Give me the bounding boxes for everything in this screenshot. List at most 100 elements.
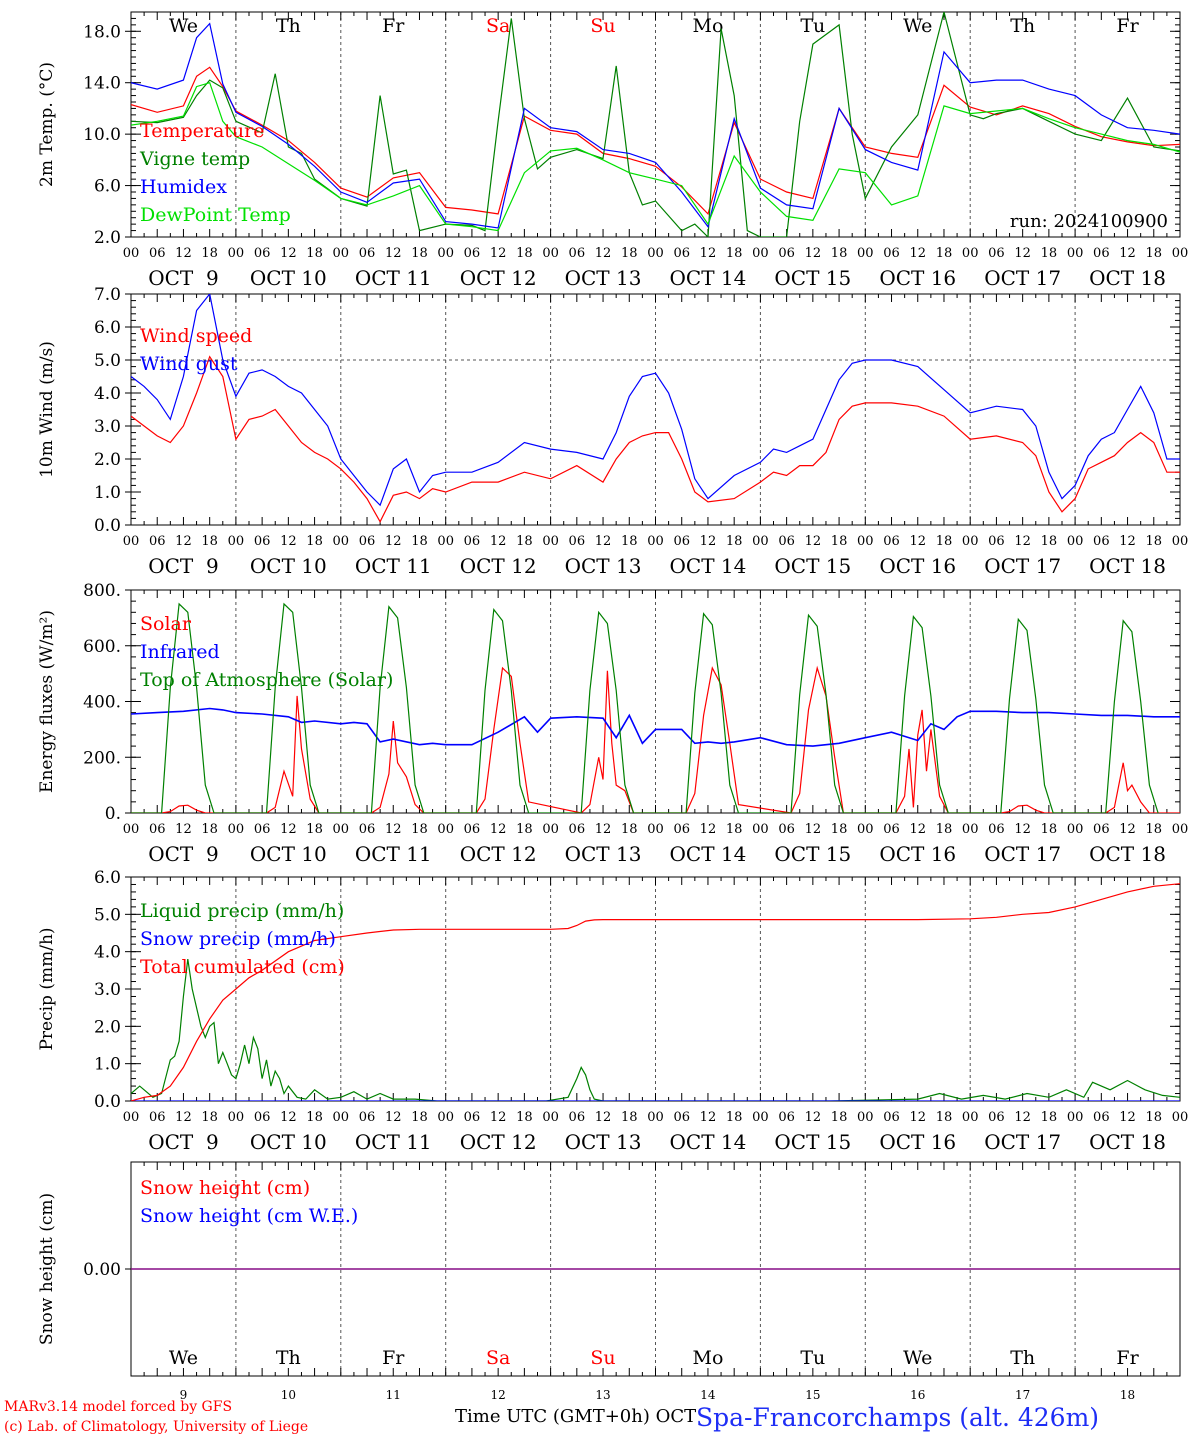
hour-tick-label: 00 (228, 1110, 245, 1125)
wind-panel: 0.0 1.0 2.0 3.0 4.0 5.0 6.0 7.0 10m Wind (m/s) 00… (37, 285, 1188, 578)
hour-tick-label: 00 (437, 534, 454, 549)
day-name-label: Sa (486, 1347, 510, 1369)
hour-tick-label: 12 (1119, 1110, 1136, 1125)
hour-tick-label: 06 (778, 246, 795, 261)
hour-tick-label: 06 (569, 534, 586, 549)
hour-tick-label: 00 (1067, 534, 1084, 549)
hour-tick-label: 18 (1146, 822, 1163, 837)
hour-tick-label: 00 (542, 534, 559, 549)
hour-tick-label: 06 (149, 246, 166, 261)
day-name-label: Fr (382, 1347, 405, 1369)
hour-tick-label: 18 (831, 534, 848, 549)
y-tick-label: 0. (105, 804, 121, 824)
hour-tick-label: 00 (542, 822, 559, 837)
date-label: OCT 11 (355, 1130, 432, 1154)
hour-tick-label: 18 (831, 822, 848, 837)
hour-tick-label: 00 (437, 246, 454, 261)
hour-tick-label: 12 (175, 822, 192, 837)
hour-tick-label: 00 (752, 1110, 769, 1125)
hour-tick-label: 12 (175, 1110, 192, 1125)
date-label: OCT 15 (774, 1130, 851, 1154)
wind-legend-entry: Wind speed (140, 325, 252, 347)
hour-tick-label: 00 (962, 534, 979, 549)
day-name-label: Fr (382, 15, 405, 37)
hour-tick-label: 12 (1119, 534, 1136, 549)
y-tick-label: 10.0 (83, 125, 121, 145)
day-number-label: 13 (595, 1388, 610, 1402)
y-tick-label: 2.0 (94, 228, 121, 248)
hour-tick-label: 06 (673, 822, 690, 837)
hour-tick-label: 12 (1119, 246, 1136, 261)
hour-tick-label: 06 (254, 822, 271, 837)
hour-tick-label: 18 (1041, 534, 1058, 549)
temp-legend-entry: DewPoint Temp (140, 204, 291, 226)
hour-tick-label: 12 (280, 246, 297, 261)
temp-series-3-line (131, 81, 1180, 232)
hour-tick-label: 00 (542, 1110, 559, 1125)
date-label: OCT 12 (460, 1130, 537, 1154)
temp-legend-entry: Temperature (140, 120, 264, 142)
temp-legend-entry: Vigne temp (139, 148, 250, 170)
day-number-label: 15 (805, 1388, 820, 1402)
day-name-label: Fr (1116, 15, 1139, 37)
hour-tick-label: 12 (1014, 246, 1031, 261)
temp-y-axis-label: 2m Temp. (°C) (37, 62, 57, 187)
hour-tick-label: 12 (595, 246, 612, 261)
energy-legend-entry: Solar (140, 613, 192, 635)
hour-tick-label: 12 (175, 246, 192, 261)
hour-tick-label: 18 (1146, 246, 1163, 261)
hour-tick-label: 00 (1172, 534, 1189, 549)
energy-y-axis-label: Energy fluxes (W/m²) (37, 610, 57, 793)
hour-tick-label: 18 (201, 246, 218, 261)
y-tick-label: 200. (83, 748, 121, 768)
hour-tick-label: 18 (936, 246, 953, 261)
y-tick-label: 14.0 (83, 74, 121, 94)
hour-tick-label: 12 (595, 1110, 612, 1125)
hour-tick-label: 00 (228, 246, 245, 261)
date-label: OCT 9 (148, 1130, 218, 1154)
hour-tick-label: 18 (306, 1110, 323, 1125)
hour-tick-label: 18 (936, 822, 953, 837)
hour-tick-label: 06 (883, 1110, 900, 1125)
y-tick-label: 0.0 (94, 516, 121, 536)
date-label: OCT 17 (984, 554, 1061, 578)
hour-tick-label: 00 (228, 534, 245, 549)
date-label: OCT 12 (460, 554, 537, 578)
hour-tick-label: 00 (857, 822, 874, 837)
precip-panel: 0.0 1.0 2.0 3.0 4.0 5.0 6.0 Precip (mm/h) 00 06 12… (37, 868, 1188, 1154)
hour-tick-label: 18 (201, 534, 218, 549)
date-label: OCT 16 (879, 1130, 956, 1154)
hour-tick-label: 18 (516, 246, 533, 261)
hour-tick-label: 06 (359, 1110, 376, 1125)
hour-tick-label: 18 (726, 822, 743, 837)
date-label: OCT 14 (670, 554, 747, 578)
hour-tick-label: 06 (149, 1110, 166, 1125)
y-tick-label: 5.0 (94, 351, 121, 371)
day-name-label: Th (276, 1347, 301, 1369)
wind-series-1-line (131, 294, 1180, 507)
hour-tick-label: 06 (673, 534, 690, 549)
date-label: OCT 12 (460, 266, 537, 290)
y-tick-label: 18.0 (83, 22, 121, 42)
hour-tick-label: 18 (621, 534, 638, 549)
energy-legend-entry: Top of Atmosphere (Solar) (140, 669, 393, 691)
y-tick-label: 2.0 (94, 450, 121, 470)
hour-tick-label: 18 (201, 1110, 218, 1125)
hour-tick-label: 12 (909, 246, 926, 261)
hour-tick-label: 06 (1093, 1110, 1110, 1125)
y-tick-label: 6.0 (94, 177, 121, 197)
day-name-label: Su (590, 15, 615, 37)
y-tick-label: 400. (83, 693, 121, 713)
hour-tick-label: 00 (333, 246, 350, 261)
date-label: OCT 13 (565, 842, 642, 866)
hour-tick-label: 00 (1067, 246, 1084, 261)
hour-tick-label: 00 (437, 822, 454, 837)
temp-panel: 2.0 6.0 10.0 14.0 18.0 2m Temp. (°C) 00 06 12 18 0… (37, 11, 1188, 290)
hour-tick-label: 18 (411, 246, 428, 261)
day-name-label: Mo (692, 15, 723, 37)
hour-tick-label: 00 (647, 1110, 664, 1125)
date-label: OCT 9 (148, 266, 218, 290)
hour-tick-label: 12 (700, 822, 717, 837)
hour-tick-label: 06 (569, 1110, 586, 1125)
day-name-label: Mo (692, 1347, 723, 1369)
